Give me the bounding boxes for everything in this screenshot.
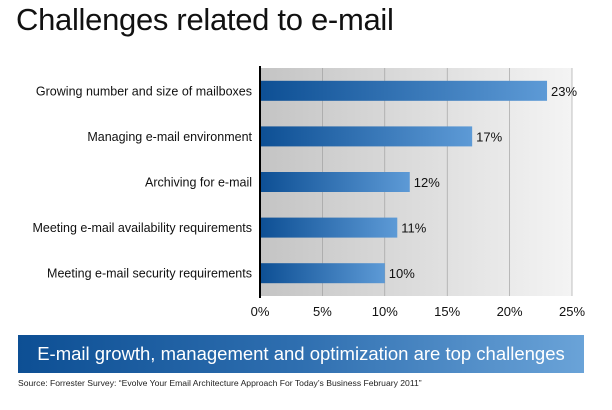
bar	[260, 172, 410, 192]
data-label: 10%	[389, 266, 415, 281]
x-tick-label: 15%	[434, 304, 460, 319]
source-note: Source: Forrester Survey: “Evolve Your E…	[18, 378, 422, 388]
data-label: 12%	[414, 175, 440, 190]
data-label: 17%	[476, 129, 502, 144]
category-label: Meeting e-mail availability requirements	[32, 221, 252, 235]
x-tick-label: 25%	[559, 304, 585, 319]
x-tick-label: 0%	[251, 304, 270, 319]
page-title: Challenges related to e-mail	[16, 2, 394, 37]
bar-chart: 0% 5% 10% 15% 20% 25% Growing number and size …	[32, 66, 585, 319]
bar	[260, 126, 473, 147]
bar	[260, 263, 385, 284]
category-label: Managing e-mail environment	[87, 130, 252, 144]
x-tick-label: 10%	[372, 304, 398, 319]
category-label: Archiving for e-mail	[145, 176, 252, 190]
bar	[260, 217, 398, 238]
category-label: Meeting e-mail security requirements	[47, 267, 252, 281]
data-label: 23%	[551, 84, 577, 99]
conclusion-banner: E-mail growth, management and optimizati…	[18, 335, 584, 373]
x-tick-label: 5%	[313, 304, 332, 319]
bar	[260, 80, 548, 101]
category-label: Growing number and size of mailboxes	[36, 84, 252, 98]
x-tick-label: 20%	[497, 304, 523, 319]
data-label: 11%	[401, 221, 426, 236]
